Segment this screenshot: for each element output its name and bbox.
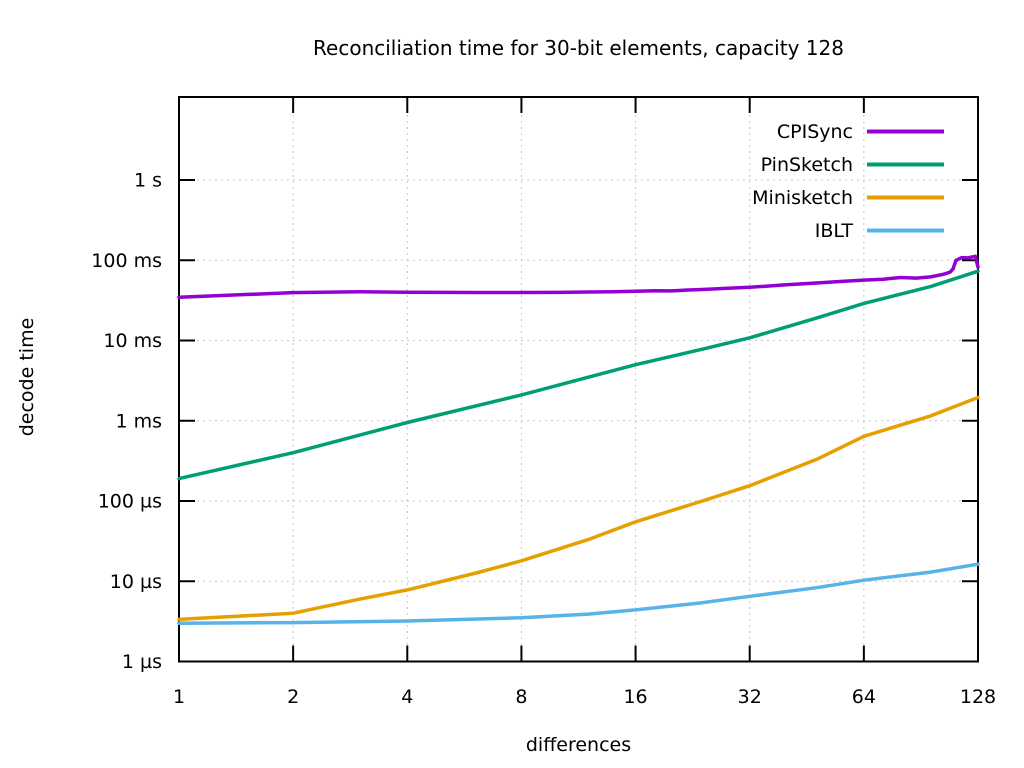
y-tick-label: 100 ms bbox=[91, 250, 162, 272]
x-tick-label: 2 bbox=[287, 686, 299, 708]
series-line-minisketch bbox=[177, 395, 980, 622]
plot-frame bbox=[178, 96, 979, 663]
x-tick-label: 8 bbox=[515, 686, 527, 708]
chart-title: Reconciliation time for 30-bit elements,… bbox=[313, 36, 844, 60]
series-line-cpisync bbox=[177, 254, 980, 300]
y-tick-label: 10 µs bbox=[110, 571, 162, 593]
x-axis-title: differences bbox=[525, 734, 632, 756]
y-tick-label: 1 s bbox=[134, 170, 162, 192]
x-tick-label: 128 bbox=[960, 686, 996, 708]
x-tick-label: 64 bbox=[852, 686, 876, 708]
y-tick-label: 100 µs bbox=[98, 491, 162, 513]
legend-label-minisketch: Minisketch bbox=[752, 187, 853, 209]
x-tick-label: 32 bbox=[738, 686, 762, 708]
y-tick-label: 1 µs bbox=[122, 651, 162, 673]
legend-label-pinsketch: PinSketch bbox=[761, 154, 853, 176]
series-line-iblt bbox=[177, 562, 980, 625]
legend-label-cpisync: CPISync bbox=[777, 121, 853, 143]
legend-label-iblt: IBLT bbox=[815, 220, 854, 242]
x-tick-label: 16 bbox=[623, 686, 647, 708]
x-tick-label: 1 bbox=[173, 686, 185, 708]
y-tick-label: 1 ms bbox=[115, 410, 162, 432]
x-tick-label: 4 bbox=[401, 686, 413, 708]
y-tick-label: 10 ms bbox=[103, 330, 162, 352]
series-line-pinsketch bbox=[177, 269, 980, 481]
